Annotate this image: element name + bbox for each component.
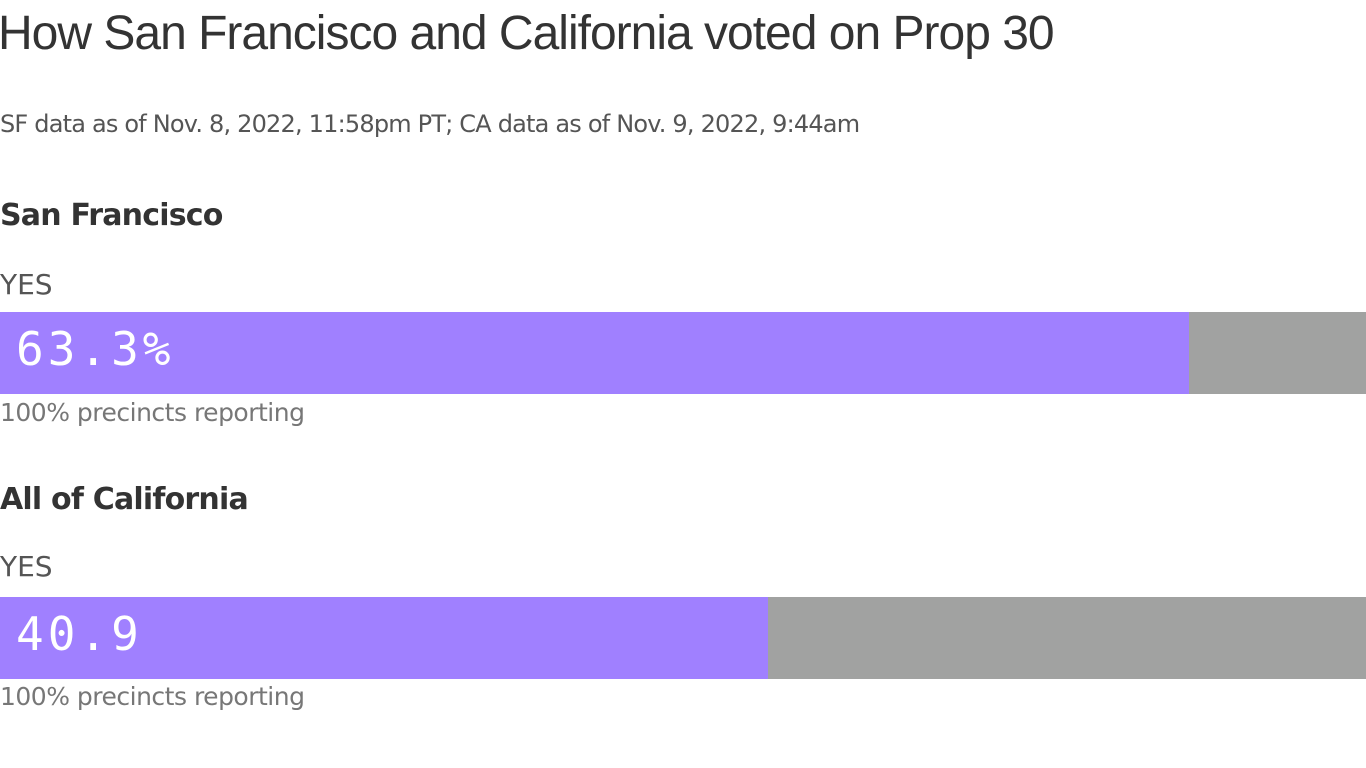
bar-yes — [0, 312, 1189, 394]
bar-track: 63.3% — [0, 312, 1366, 394]
precincts-note: 100% precincts reporting — [0, 398, 305, 427]
chart-title: How San Francisco and California voted o… — [0, 7, 1055, 60]
series-label: YES — [0, 550, 53, 583]
data-label: 40.9 — [16, 607, 143, 661]
region-name: All of California — [0, 482, 249, 517]
series-label: YES — [0, 268, 53, 301]
region-name: San Francisco — [0, 198, 223, 233]
chart-subtitle: SF data as of Nov. 8, 2022, 11:58pm PT; … — [0, 110, 860, 138]
precincts-note: 100% precincts reporting — [0, 682, 305, 711]
bar-track: 40.9 — [0, 597, 1366, 679]
bar-yes — [0, 597, 768, 679]
data-label: 63.3% — [16, 322, 175, 376]
